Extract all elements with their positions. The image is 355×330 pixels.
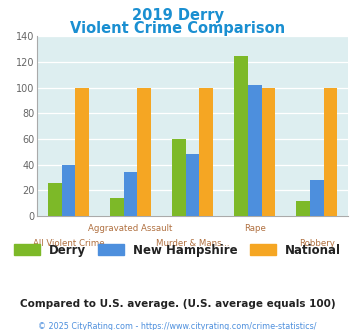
Legend: Derry, New Hampshire, National: Derry, New Hampshire, National [9, 239, 346, 261]
Text: Violent Crime Comparison: Violent Crime Comparison [70, 21, 285, 36]
Text: Rape: Rape [244, 224, 266, 233]
Bar [186, 154, 200, 216]
Bar [324, 88, 337, 216]
Bar [124, 173, 137, 216]
Bar [234, 55, 248, 216]
Bar [110, 198, 124, 216]
Bar [61, 165, 75, 216]
Bar [296, 201, 310, 216]
Bar [75, 88, 89, 216]
Bar [48, 183, 61, 216]
Bar [248, 85, 262, 216]
Bar [200, 88, 213, 216]
Text: Compared to U.S. average. (U.S. average equals 100): Compared to U.S. average. (U.S. average … [20, 299, 335, 309]
Text: © 2025 CityRating.com - https://www.cityrating.com/crime-statistics/: © 2025 CityRating.com - https://www.city… [38, 322, 317, 330]
Bar [310, 180, 324, 216]
Text: Robbery: Robbery [299, 239, 335, 248]
Text: Aggravated Assault: Aggravated Assault [88, 224, 173, 233]
Bar [172, 139, 186, 216]
Text: All Violent Crime: All Violent Crime [33, 239, 104, 248]
Bar [137, 88, 151, 216]
Text: Murder & Mans...: Murder & Mans... [156, 239, 229, 248]
Bar [262, 88, 275, 216]
Text: 2019 Derry: 2019 Derry [131, 8, 224, 23]
